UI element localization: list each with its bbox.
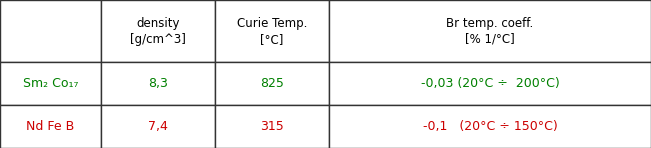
Bar bbox=[101, 62, 215, 105]
Text: density
[g/cm^3]: density [g/cm^3] bbox=[130, 17, 186, 46]
Text: Nd Fe B: Nd Fe B bbox=[26, 120, 75, 133]
Text: 825: 825 bbox=[260, 77, 284, 90]
Text: -0,1   (20°C ÷ 150°C): -0,1 (20°C ÷ 150°C) bbox=[422, 120, 557, 133]
Bar bbox=[329, 62, 651, 105]
Bar bbox=[0, 62, 101, 105]
Bar bbox=[0, 0, 101, 62]
Bar bbox=[215, 105, 329, 148]
Text: Br temp. coeff.
[% 1/°C]: Br temp. coeff. [% 1/°C] bbox=[446, 17, 534, 46]
Bar bbox=[101, 0, 215, 62]
Text: 315: 315 bbox=[260, 120, 284, 133]
Bar bbox=[0, 105, 101, 148]
Text: 8,3: 8,3 bbox=[148, 77, 168, 90]
Text: -0,03 (20°C ÷  200°C): -0,03 (20°C ÷ 200°C) bbox=[421, 77, 559, 90]
Bar bbox=[329, 0, 651, 62]
Text: 7,4: 7,4 bbox=[148, 120, 168, 133]
Bar bbox=[215, 0, 329, 62]
Text: Curie Temp.
[°C]: Curie Temp. [°C] bbox=[236, 17, 307, 46]
Bar bbox=[215, 62, 329, 105]
Text: Sm₂ Co₁₇: Sm₂ Co₁₇ bbox=[23, 77, 78, 90]
Bar bbox=[329, 105, 651, 148]
Bar bbox=[101, 105, 215, 148]
